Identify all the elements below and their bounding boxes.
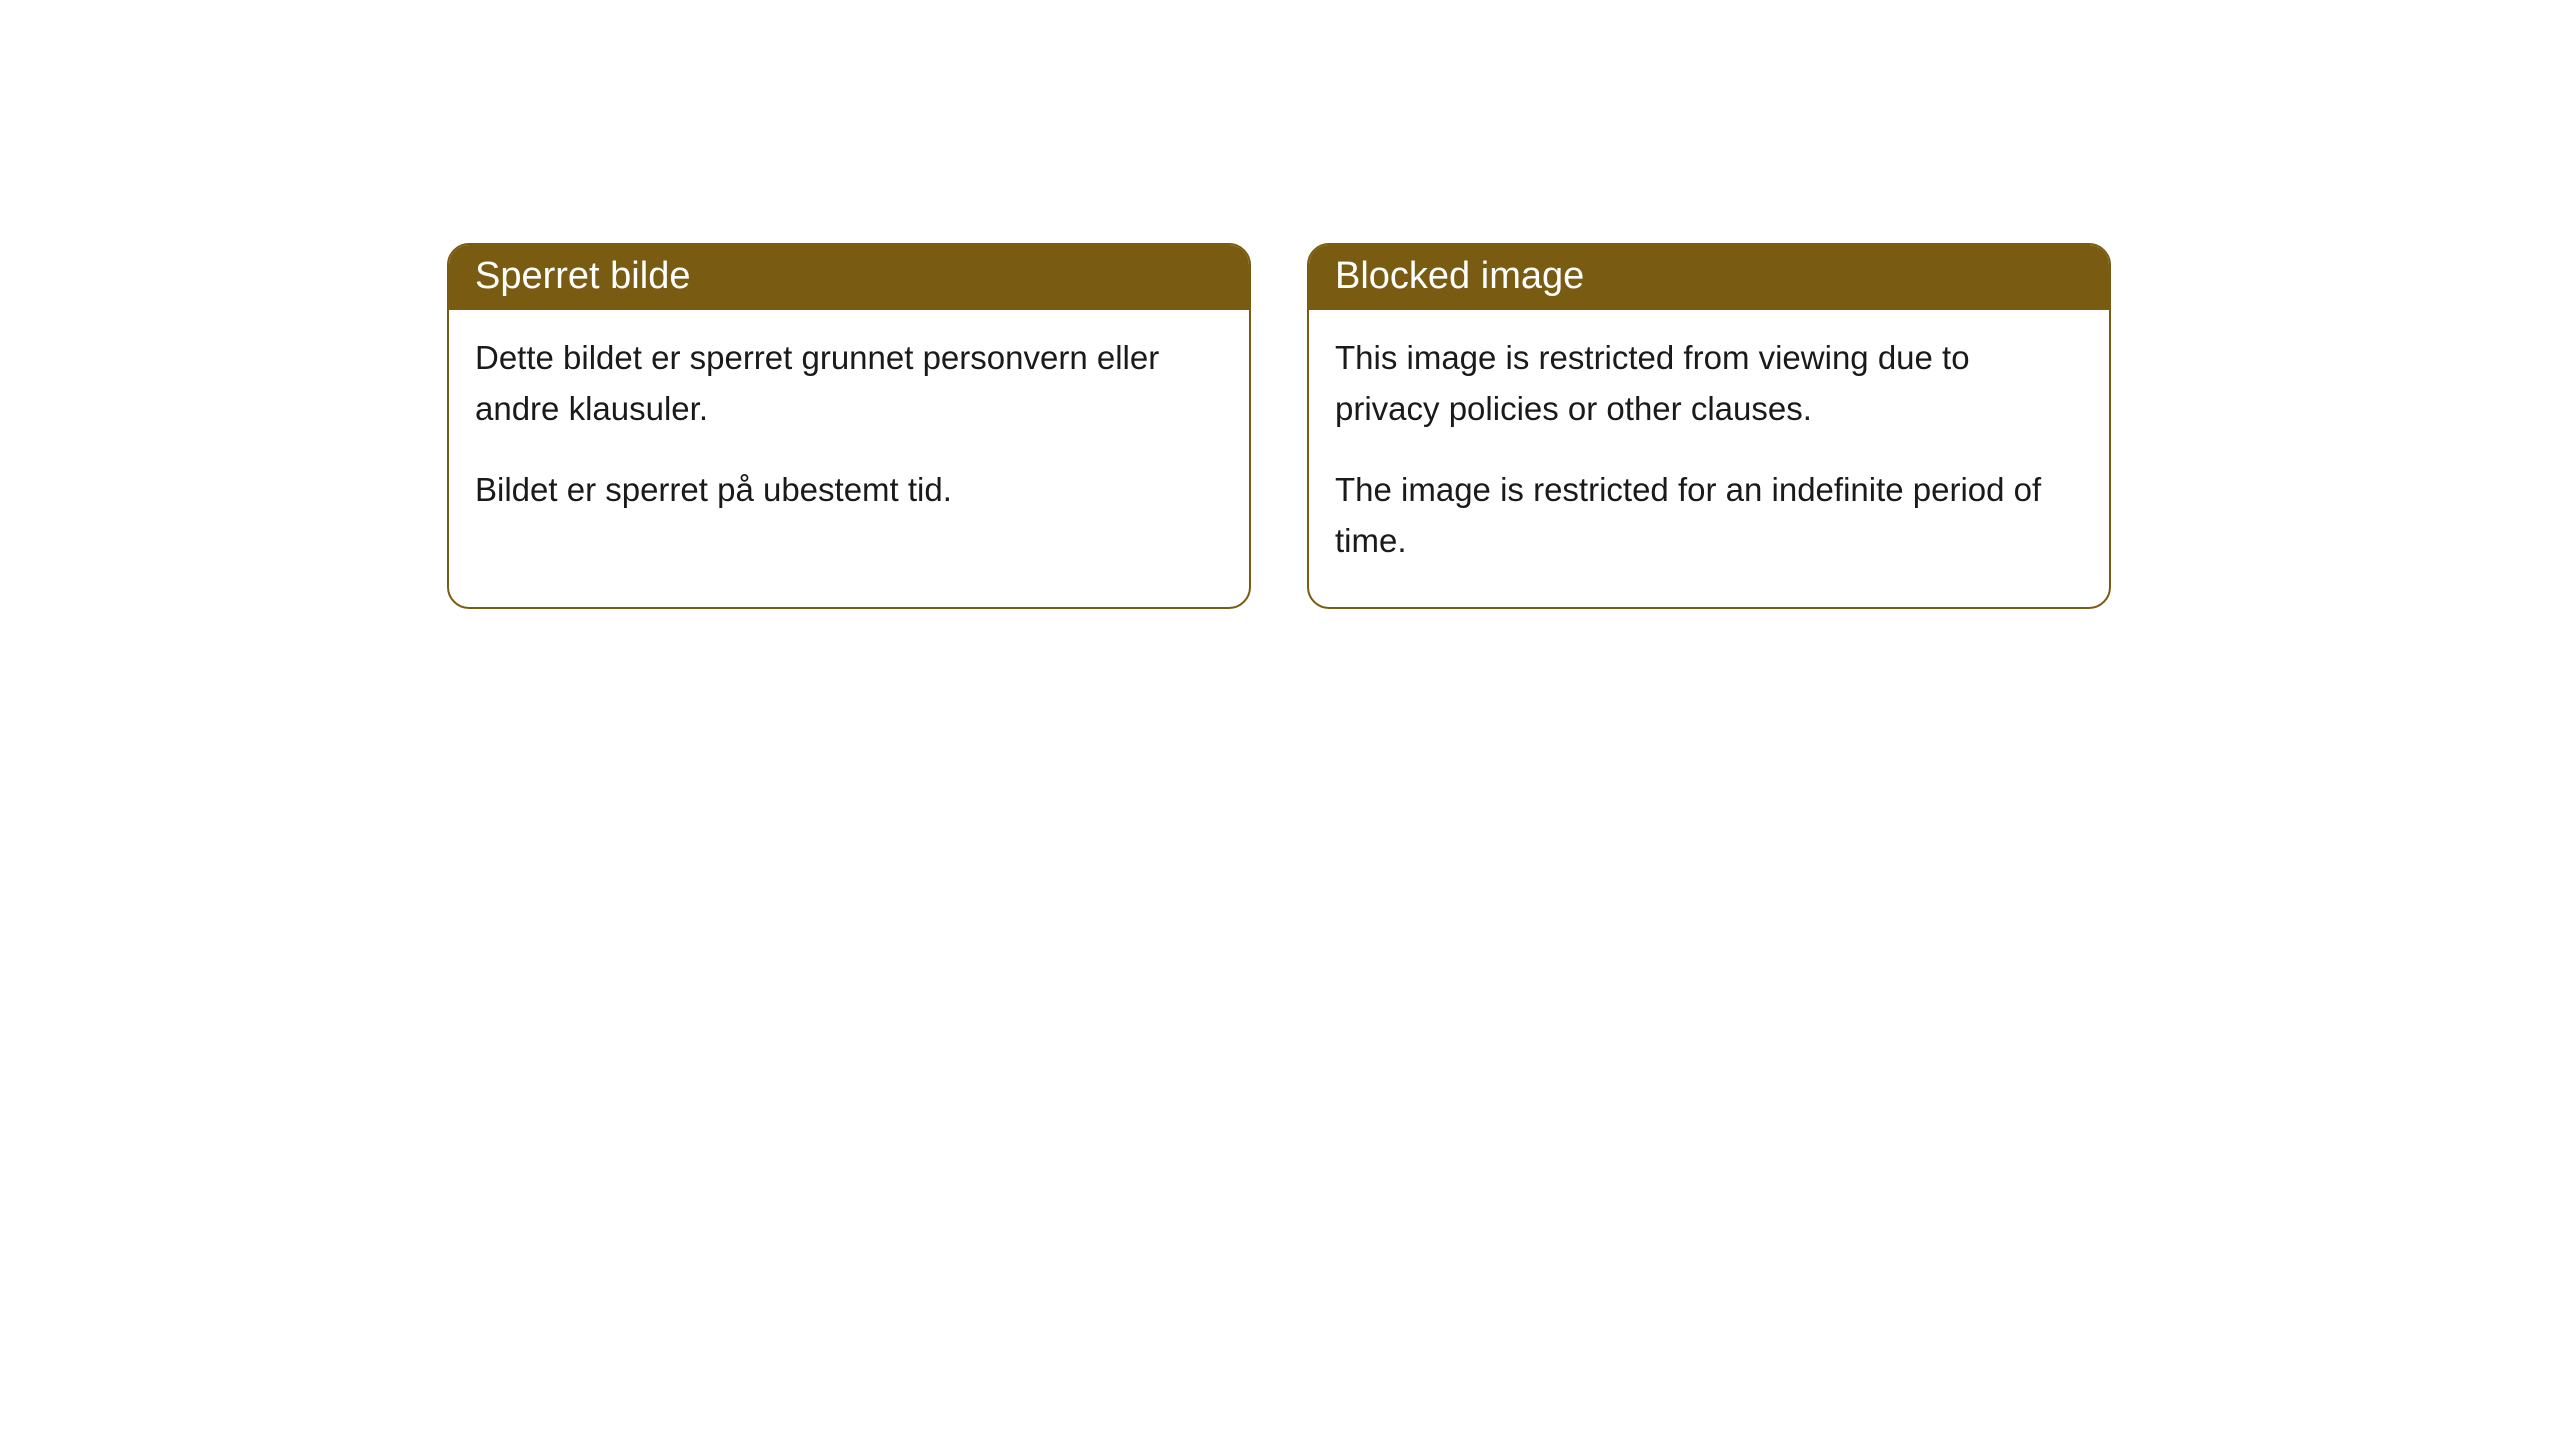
card-body-en: This image is restricted from viewing du… [1309,310,2109,607]
card-paragraph-2-no: Bildet er sperret på ubestemt tid. [475,464,1223,515]
card-container: Sperret bilde Dette bildet er sperret gr… [0,0,2560,609]
card-paragraph-2-en: The image is restricted for an indefinit… [1335,464,2083,566]
blocked-image-card-no: Sperret bilde Dette bildet er sperret gr… [447,243,1251,609]
card-paragraph-1-no: Dette bildet er sperret grunnet personve… [475,332,1223,434]
blocked-image-card-en: Blocked image This image is restricted f… [1307,243,2111,609]
card-paragraph-1-en: This image is restricted from viewing du… [1335,332,2083,434]
card-header-no: Sperret bilde [449,245,1249,310]
card-header-en: Blocked image [1309,245,2109,310]
card-body-no: Dette bildet er sperret grunnet personve… [449,310,1249,555]
